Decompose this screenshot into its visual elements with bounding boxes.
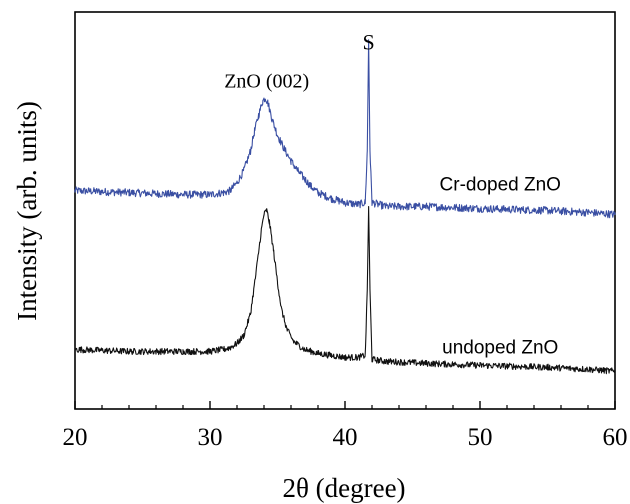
peak-annotation: ZnO (002) xyxy=(224,70,309,92)
series-line-undoped-zno xyxy=(74,205,616,375)
ticks-layer: 20 30 40 50 60 xyxy=(63,401,628,451)
peak-annotation: S xyxy=(363,30,375,55)
x-axis-title: 2θ (degree) xyxy=(282,473,405,503)
x-tick-label: 60 xyxy=(603,424,628,451)
y-axis-title: Intensity (arb. units) xyxy=(12,101,42,321)
series-label: undoped ZnO xyxy=(442,337,558,358)
series-layer xyxy=(74,39,616,375)
x-tick-label: 40 xyxy=(333,424,358,451)
x-tick-label: 50 xyxy=(468,424,493,451)
x-tick-label: 30 xyxy=(198,424,223,451)
labels-layer: ZnO (002) S Cr-doped ZnO undoped ZnO xyxy=(224,30,561,359)
x-tick-label: 20 xyxy=(63,424,88,451)
series-label: Cr-doped ZnO xyxy=(440,175,561,196)
series-line-cr-doped-zno xyxy=(74,39,616,219)
